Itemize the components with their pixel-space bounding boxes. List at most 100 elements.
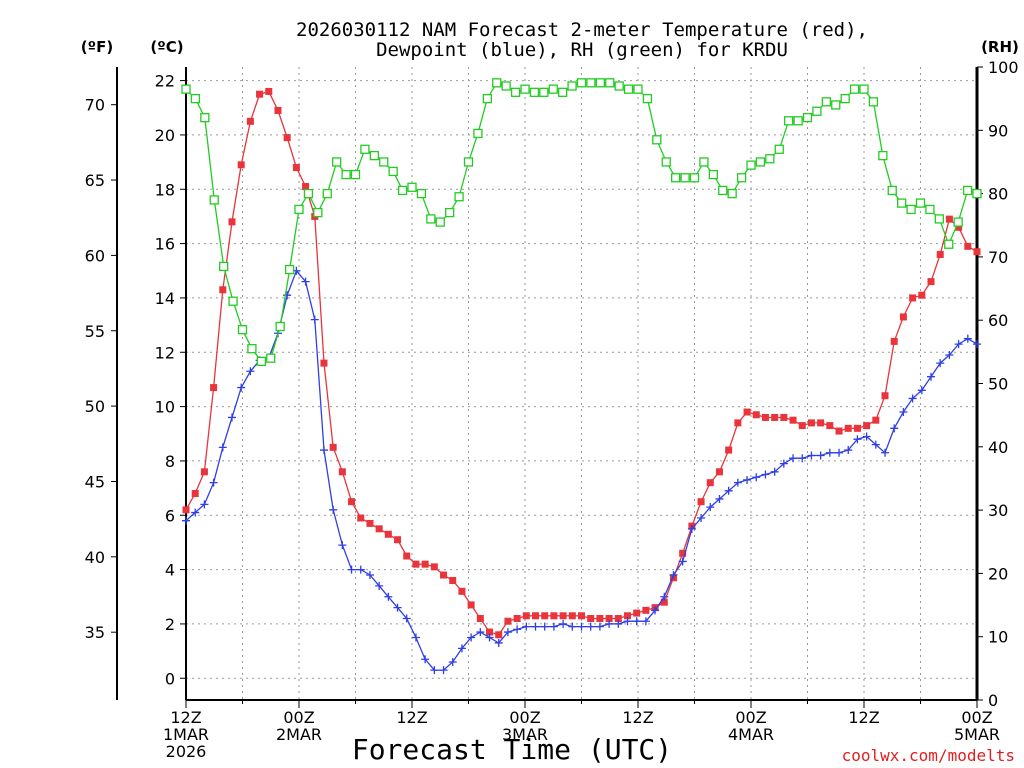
temperature-point (366, 519, 374, 527)
dewpoint-point (595, 622, 604, 631)
rh-point (332, 157, 342, 167)
chart-title-line2: Dewpoint (blue), RH (green) for KRDU (376, 39, 788, 61)
temperature-point (568, 612, 576, 620)
temperature-point (375, 525, 383, 533)
dewpoint-point (411, 633, 420, 642)
rh-point (379, 157, 389, 167)
dewpoint-point (347, 565, 356, 574)
dewpoint-point (917, 386, 926, 395)
rh-point (275, 321, 285, 332)
temperature-point (265, 87, 273, 95)
rh-point (284, 264, 295, 275)
temperature-point (532, 612, 540, 620)
dewpoint-point (237, 383, 246, 392)
celsius-tick-label: 6 (165, 506, 175, 525)
temperature-point (789, 416, 797, 424)
temperature-point (863, 422, 871, 430)
temperature-point (430, 563, 438, 571)
dewpoint-point (329, 505, 338, 514)
dewpoint-point (549, 622, 558, 631)
rh-point (605, 78, 615, 88)
rh-point (539, 87, 549, 97)
dewpoint-point (632, 617, 641, 626)
chart-title-line1: 2026030112 NAM Forecast 2-meter Temperat… (296, 19, 868, 41)
temperature-point (826, 422, 834, 430)
rh-point (642, 94, 653, 104)
time-tick-label: 12Z (396, 708, 427, 727)
dewpoint-point (559, 619, 568, 628)
rh-point (906, 204, 916, 215)
fahrenheit-tick-label: 40 (85, 548, 105, 567)
temperature-point (964, 242, 972, 250)
rh-point (925, 204, 935, 215)
dewpoint-point (641, 617, 650, 626)
time-tick-label: 2026 (166, 742, 207, 761)
temperature-point (449, 576, 457, 584)
rh-point (237, 325, 248, 335)
temperature-point (706, 479, 714, 487)
rh-point (256, 356, 266, 366)
dewpoint-point (798, 454, 807, 463)
rh-point (416, 188, 427, 199)
dewpoint-point (743, 475, 752, 484)
dewpoint-point (457, 644, 466, 653)
rh-point (699, 157, 709, 167)
rh-point (849, 84, 860, 94)
rh-point (219, 261, 229, 272)
celsius-tick-label: 12 (155, 343, 175, 362)
dewpoint-point (697, 513, 706, 522)
fahrenheit-tick-label: 35 (85, 623, 105, 642)
dewpoint-point (531, 622, 540, 631)
rh-point (426, 214, 436, 224)
dewpoint-point (402, 614, 411, 623)
rh-point (623, 84, 634, 94)
temperature-point (697, 498, 705, 506)
rh-point (671, 173, 681, 183)
rh-point (529, 87, 540, 97)
rh-point (793, 116, 803, 126)
rh-point (190, 94, 201, 104)
temperature-point (403, 552, 411, 560)
temperature-point (633, 609, 641, 617)
dewpoint-point (835, 448, 844, 457)
dewpoint-point (945, 350, 954, 359)
temperature-point (835, 427, 843, 435)
rh-tick-label: 70 (988, 248, 1008, 267)
dewpoint-point (246, 367, 255, 376)
temperature-point (495, 631, 503, 639)
time-tick-label: 5MAR (954, 725, 1000, 744)
temperature-point (752, 411, 760, 419)
dewpoint-point (568, 622, 577, 631)
temperature-point (256, 90, 264, 98)
dewpoint-point (191, 508, 200, 517)
temperature-point (210, 384, 218, 392)
temperature-point (899, 313, 907, 321)
rh-point (510, 87, 521, 97)
temperature-point (844, 424, 852, 432)
rh-point (548, 84, 558, 94)
dewpoint-point (365, 571, 374, 580)
rh-point (576, 78, 587, 88)
rh-point (473, 128, 483, 139)
rh-point (680, 173, 690, 183)
temperature-point (817, 419, 825, 427)
celsius-tick-label: 4 (165, 561, 175, 580)
temperature-point (302, 183, 310, 191)
dewpoint-point (476, 628, 485, 637)
temperature-point (329, 443, 337, 451)
temperature-point (614, 614, 622, 622)
temperature-point (504, 617, 512, 625)
rh-point (558, 87, 568, 97)
temperature-point (587, 614, 595, 622)
celsius-tick-label: 22 (155, 72, 175, 91)
dewpoint-point (393, 603, 402, 612)
temperature-point (807, 419, 815, 427)
rh-point (736, 173, 747, 183)
rh-point (228, 296, 238, 306)
dewpoint-point (660, 592, 669, 601)
time-tick-label: 12Z (170, 708, 201, 727)
rh-point (567, 81, 577, 91)
temperature-point (550, 612, 558, 620)
celsius-tick-label: 2 (165, 615, 175, 634)
dewpoint-point (779, 459, 788, 468)
